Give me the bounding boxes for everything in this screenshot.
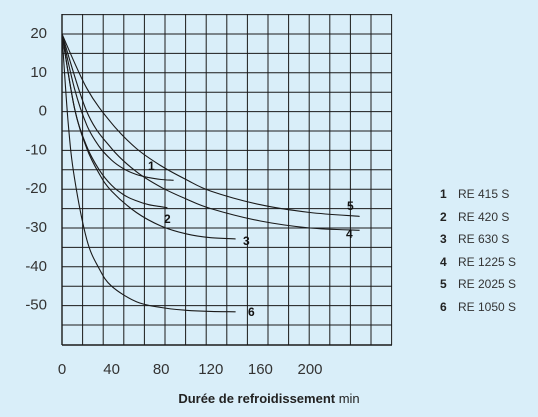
curve-label-5: 5 <box>347 199 354 213</box>
y-tick-label: -10 <box>25 141 47 158</box>
legend-number: 3 <box>440 232 447 246</box>
legend-item: 5 RE 2025 S <box>440 273 516 296</box>
x-axis-title: Durée de refroidissement min <box>0 391 538 406</box>
curve-5 <box>61 33 360 217</box>
curve-label-2: 2 <box>164 212 171 226</box>
legend-number: 4 <box>440 254 447 269</box>
y-tick-label: 10 <box>30 64 47 81</box>
curve-labels: 1 2 3 4 5 6 <box>148 159 354 319</box>
legend-label: RE 630 S <box>458 232 510 246</box>
chart-curves <box>61 33 360 313</box>
y-tick-label: -50 <box>25 297 47 314</box>
legend-label: RE 1050 S <box>458 299 517 314</box>
legend-number: 1 <box>440 187 447 201</box>
x-tick-label: 80 <box>153 361 170 378</box>
x-tick-label: 120 <box>198 361 223 378</box>
legend-label: RE 2025 S <box>458 277 517 291</box>
curve-label-1: 1 <box>148 159 155 173</box>
legend-item: 2 RE 420 S <box>440 206 516 229</box>
curve-6 <box>61 33 236 313</box>
x-tick-label: 40 <box>103 361 120 378</box>
chart-axes <box>61 14 392 346</box>
curve-1 <box>61 33 174 181</box>
y-tick-labels: 20 10 0 -10 -20 -30 -40 -50 <box>25 25 47 314</box>
legend-number: 5 <box>440 277 447 291</box>
curve-4 <box>61 33 360 231</box>
legend-label: RE 415 S <box>458 187 510 201</box>
curve-label-6: 6 <box>248 305 255 319</box>
legend-item: 1 RE 415 S <box>440 183 516 206</box>
curve-label-4: 4 <box>346 227 353 241</box>
x-axis-title-text: Durée de refroidissement <box>178 391 336 406</box>
legend-label: RE 1225 S <box>458 254 517 269</box>
legend-label: RE 420 S <box>458 209 510 224</box>
x-axis-unit: min <box>338 391 360 406</box>
x-tick-label: 0 <box>58 361 66 378</box>
legend-item: 4 RE 1225 S <box>440 251 516 274</box>
legend-item: 6 RE 1050 S <box>440 296 516 319</box>
y-tick-label: 0 <box>39 103 47 120</box>
legend-number: 2 <box>440 209 447 224</box>
y-tick-label: -30 <box>25 219 47 236</box>
x-tick-labels: 0 40 80 120 160 200 <box>58 361 323 378</box>
curve-label-3: 3 <box>243 234 250 248</box>
x-tick-label: 200 <box>297 361 322 378</box>
legend-number: 6 <box>440 299 447 314</box>
x-tick-label: 160 <box>248 361 273 378</box>
y-tick-label: -40 <box>25 258 47 275</box>
curve-3 <box>61 33 236 240</box>
legend-item: 3 RE 630 S <box>440 228 516 251</box>
chart-grid <box>62 14 393 345</box>
y-tick-label: -20 <box>25 180 47 197</box>
legend: 1 RE 415 S 2 RE 420 S 3 RE 630 S 4 RE 1225 S 5 RE… <box>440 183 516 318</box>
y-tick-label: 20 <box>30 25 47 42</box>
